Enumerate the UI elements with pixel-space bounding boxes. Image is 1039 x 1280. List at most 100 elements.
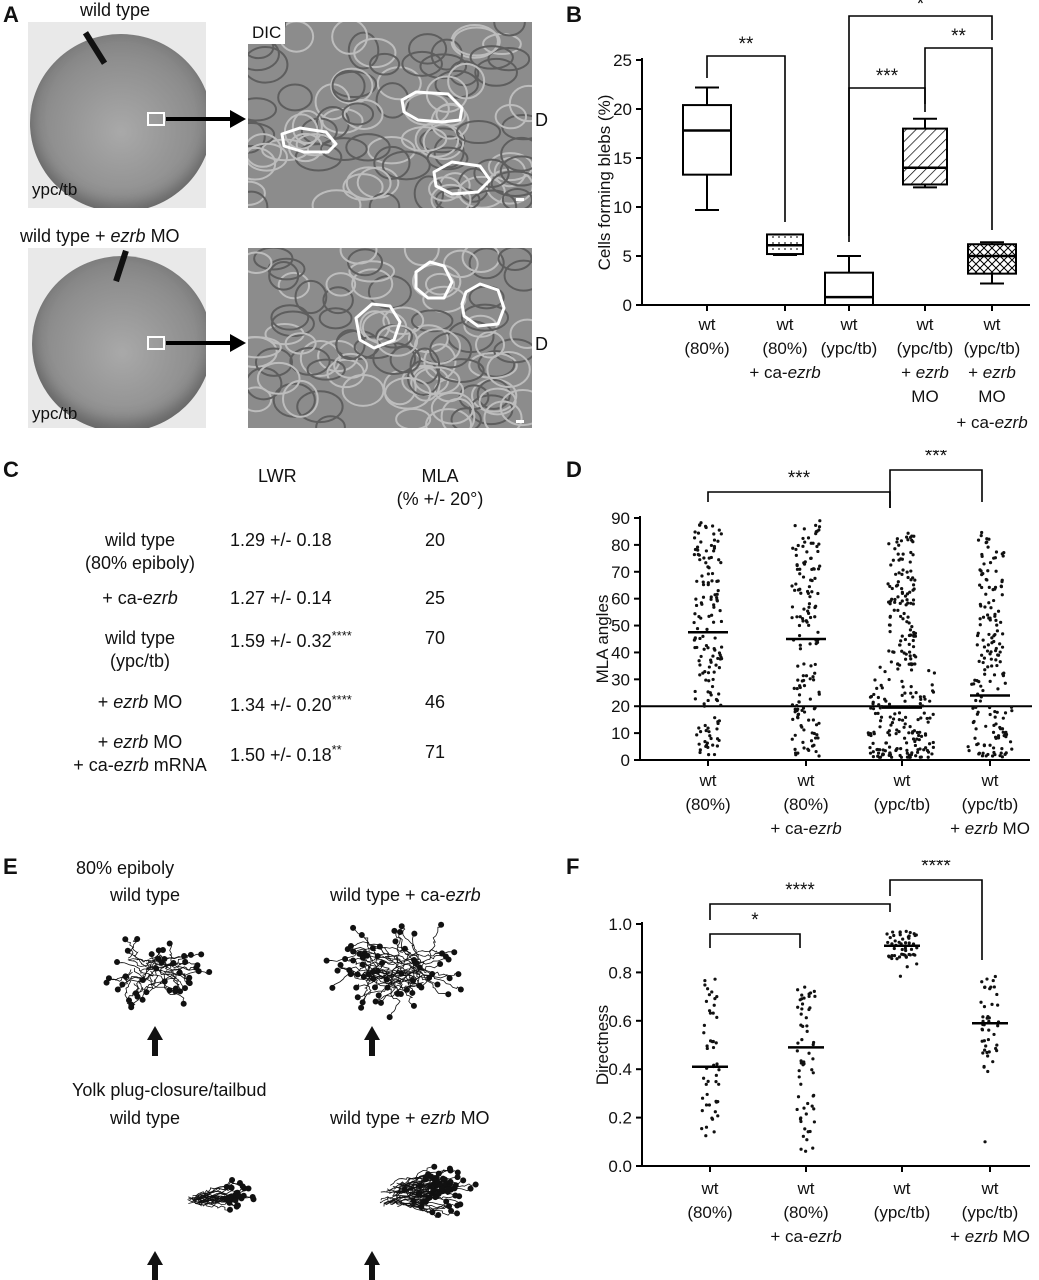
data-point: [793, 710, 797, 714]
data-point: [926, 720, 930, 724]
significance-label: **: [951, 26, 966, 47]
data-point: [876, 751, 881, 755]
data-point: [911, 737, 916, 741]
cell-outline-texture: [419, 53, 468, 80]
data-point: [987, 632, 991, 637]
data-point: [800, 993, 804, 997]
data-point: [928, 699, 932, 703]
cell-outline-texture: [325, 272, 357, 297]
data-point: [911, 602, 915, 606]
data-point: [800, 616, 805, 621]
data-point: [915, 737, 919, 741]
cell-outline-texture: [426, 146, 469, 171]
cell-outline-texture: [407, 324, 449, 354]
data-point: [811, 567, 816, 571]
cell-outline-texture: [277, 271, 311, 300]
data-point: [698, 748, 702, 752]
data-point: [987, 537, 991, 541]
track-endpoint: [446, 975, 453, 982]
data-point: [999, 751, 1003, 755]
data-point: [790, 584, 794, 588]
data-point: [892, 650, 896, 654]
data-point: [913, 739, 917, 744]
box: [902, 127, 948, 186]
cell-outline-texture: [373, 145, 411, 180]
track-endpoint: [377, 999, 384, 1006]
data-point: [796, 588, 801, 592]
track-endpoint: [454, 1169, 461, 1176]
data-point: [889, 660, 893, 664]
data-point: [798, 643, 802, 647]
cell-outline-texture: [256, 361, 301, 395]
track-endpoint: [148, 951, 155, 958]
data-point: [808, 615, 813, 620]
data-point: [992, 723, 996, 727]
data-point: [970, 682, 974, 686]
data-point: [900, 693, 904, 697]
data-point: [915, 750, 920, 754]
data-point: [700, 1127, 704, 1131]
data-point: [708, 734, 712, 738]
cell-outline-texture: [430, 38, 463, 71]
data-point: [813, 994, 817, 998]
data-point: [994, 658, 998, 662]
data-point: [908, 724, 912, 729]
panel-a-bottom-caption: wild type + ezrb MO: [20, 226, 180, 246]
data-point: [813, 671, 817, 675]
cell-outline-texture: [343, 98, 384, 130]
cell-track: [377, 970, 416, 979]
cell-outline-texture: [248, 386, 273, 413]
data-point: [808, 677, 812, 681]
cell-track: [163, 982, 185, 1004]
track-endpoint: [337, 961, 344, 968]
cell-track: [171, 964, 190, 984]
data-point: [912, 932, 916, 936]
track-endpoint: [235, 1192, 242, 1199]
data-point: [696, 531, 701, 535]
data-point: [1000, 579, 1004, 584]
data-point: [696, 548, 700, 552]
data-point: [801, 1134, 805, 1138]
data-point: [990, 664, 994, 668]
cell-track: [108, 976, 143, 983]
data-point: [979, 569, 983, 573]
track-endpoint: [182, 985, 189, 992]
cell-track: [380, 1195, 426, 1202]
cell-track: [379, 965, 421, 975]
scale-bar: [516, 420, 524, 423]
data-point: [978, 623, 982, 627]
significance-bracket: [709, 903, 891, 920]
data-point: [1004, 730, 1008, 734]
data-point: [807, 605, 811, 609]
data-point: [900, 947, 904, 952]
data-point: [807, 992, 811, 996]
cell-track: [393, 1183, 441, 1191]
cell-track: [193, 1187, 232, 1200]
data-point: [912, 534, 916, 538]
cell-outline-texture: [254, 347, 294, 377]
data-point: [887, 702, 892, 706]
data-point: [801, 536, 805, 541]
data-point: [998, 642, 1002, 646]
data-point: [795, 615, 799, 619]
data-point: [707, 679, 711, 683]
data-point: [701, 595, 706, 599]
cell-outline-texture: [284, 332, 317, 355]
y-tick-label: 0: [621, 751, 630, 770]
cell-track: [379, 1189, 405, 1204]
data-point: [911, 553, 915, 557]
data-point: [914, 690, 918, 695]
data-point: [902, 651, 906, 655]
data-point: [889, 563, 893, 567]
data-point: [924, 746, 928, 750]
data-point: [982, 562, 986, 566]
box: [682, 104, 732, 176]
data-point: [812, 743, 816, 747]
data-point: [878, 665, 882, 669]
y-tick-label: 40: [611, 643, 630, 662]
data-point: [878, 725, 882, 729]
data-point: [712, 752, 717, 757]
table-cell-lwr: 1.34 +/- 0.20****: [230, 692, 352, 715]
data-point: [898, 643, 902, 647]
data-point: [999, 620, 1003, 624]
